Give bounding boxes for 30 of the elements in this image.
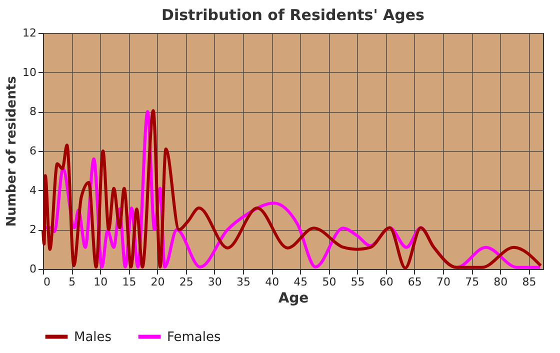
- x-tick-label: 15: [122, 276, 136, 288]
- y-tick-label: 0: [30, 262, 36, 276]
- x-tick-label: 25: [179, 276, 194, 288]
- x-tick-label: 40: [265, 276, 280, 288]
- x-tick-label: 80: [494, 276, 508, 288]
- chart-title: Distribution of Residents' Ages: [162, 6, 425, 24]
- x-tick-label: 50: [322, 276, 336, 288]
- y-tick-label: 8: [30, 105, 36, 118]
- x-tick-label: 60: [379, 276, 394, 288]
- x-tick-label: 65: [408, 276, 422, 288]
- y-tick-label: 6: [30, 144, 36, 158]
- x-axis-title: Age: [278, 290, 309, 306]
- y-axis-title: Number of residents: [4, 76, 20, 227]
- x-tick-label: 20: [150, 276, 165, 288]
- x-tick-label: 30: [208, 276, 222, 288]
- y-tick-label: 4: [30, 184, 36, 197]
- legend-label: Males: [74, 330, 112, 345]
- y-tick-label: 10: [22, 66, 36, 79]
- x-tick-label: 45: [294, 276, 308, 288]
- y-tick-label: 2: [30, 223, 36, 236]
- legend-label: Females: [167, 330, 222, 345]
- x-tick-label: 55: [350, 276, 365, 288]
- y-tick-label: 12: [22, 26, 36, 40]
- x-tick-label: 85: [522, 276, 536, 288]
- x-tick-label: 10: [94, 276, 108, 288]
- x-tick-label: 75: [465, 276, 480, 288]
- x-tick-label: 5: [68, 276, 76, 288]
- x-tick-label: 70: [436, 276, 450, 288]
- x-tick-label: 0: [44, 276, 50, 288]
- x-tick-label: 35: [236, 276, 250, 288]
